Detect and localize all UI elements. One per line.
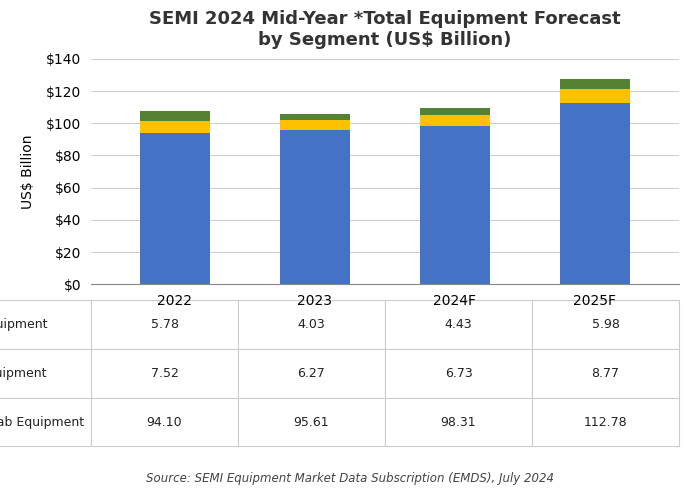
Bar	[280, 114, 350, 120]
Y-axis label: US$ Billion: US$ Billion	[21, 134, 35, 209]
Text: Source: SEMI Equipment Market Data Subscription (EMDS), July 2024: Source: SEMI Equipment Market Data Subsc…	[146, 472, 554, 485]
Bar	[280, 130, 350, 284]
Bar	[280, 120, 350, 130]
Bar	[420, 126, 490, 284]
Bar	[140, 133, 210, 284]
Bar	[560, 79, 630, 89]
Bar	[420, 115, 490, 126]
Title: SEMI 2024 Mid-Year *Total Equipment Forecast
by Segment (US$ Billion): SEMI 2024 Mid-Year *Total Equipment Fore…	[149, 10, 621, 49]
Bar	[140, 121, 210, 133]
Bar	[560, 89, 630, 102]
Bar	[420, 108, 490, 115]
Bar	[140, 111, 210, 121]
Bar	[560, 102, 630, 284]
